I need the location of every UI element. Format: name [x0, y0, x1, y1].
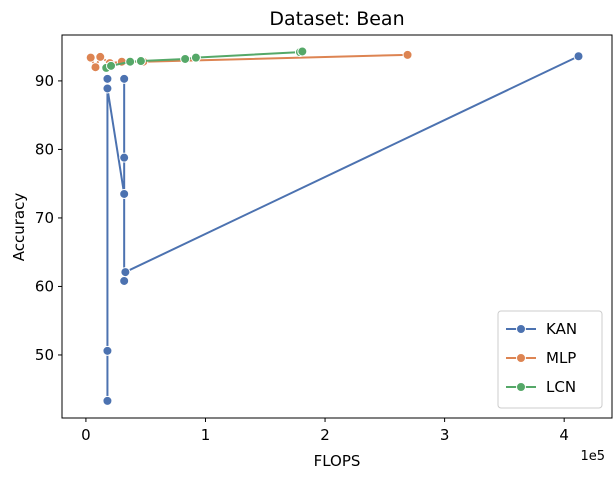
x-tick-label: 0	[81, 426, 91, 444]
data-point	[120, 267, 131, 278]
data-point	[119, 152, 130, 163]
data-point	[180, 53, 191, 64]
data-point	[297, 46, 308, 57]
y-tick-label: 70	[35, 209, 54, 227]
y-tick-label: 80	[35, 140, 54, 158]
legend-label: LCN	[546, 378, 576, 396]
data-point	[106, 60, 117, 71]
chart-title: Dataset: Bean	[269, 8, 404, 30]
data-point	[119, 275, 130, 286]
legend-marker	[516, 382, 526, 392]
data-point	[102, 83, 113, 94]
legend-label: KAN	[546, 320, 577, 338]
y-axis-label: Accuracy	[10, 193, 28, 262]
y-tick-label: 90	[35, 72, 54, 90]
y-tick-label: 50	[35, 346, 54, 364]
y-tick-label: 60	[35, 277, 54, 295]
data-point	[90, 62, 101, 73]
x-offset-label: 1e5	[580, 449, 605, 464]
data-point	[119, 73, 130, 84]
data-point	[102, 73, 113, 84]
x-tick-label: 4	[559, 426, 569, 444]
data-point	[402, 49, 413, 60]
data-point	[119, 188, 130, 199]
data-point	[135, 56, 146, 67]
x-tick-label: 1	[201, 426, 211, 444]
legend-marker	[516, 324, 526, 334]
plot-frame	[61, 34, 613, 419]
legend-marker	[516, 353, 526, 363]
data-point	[102, 395, 113, 406]
legend-label: MLP	[546, 349, 576, 367]
data-point	[125, 56, 136, 67]
data-point	[190, 52, 201, 63]
x-axis-label: FLOPS	[314, 452, 361, 470]
x-tick-label: 3	[440, 426, 450, 444]
data-point	[85, 52, 96, 63]
x-tick-label: 2	[320, 426, 330, 444]
data-point	[573, 51, 584, 62]
data-point	[95, 51, 106, 62]
data-point	[102, 345, 113, 356]
